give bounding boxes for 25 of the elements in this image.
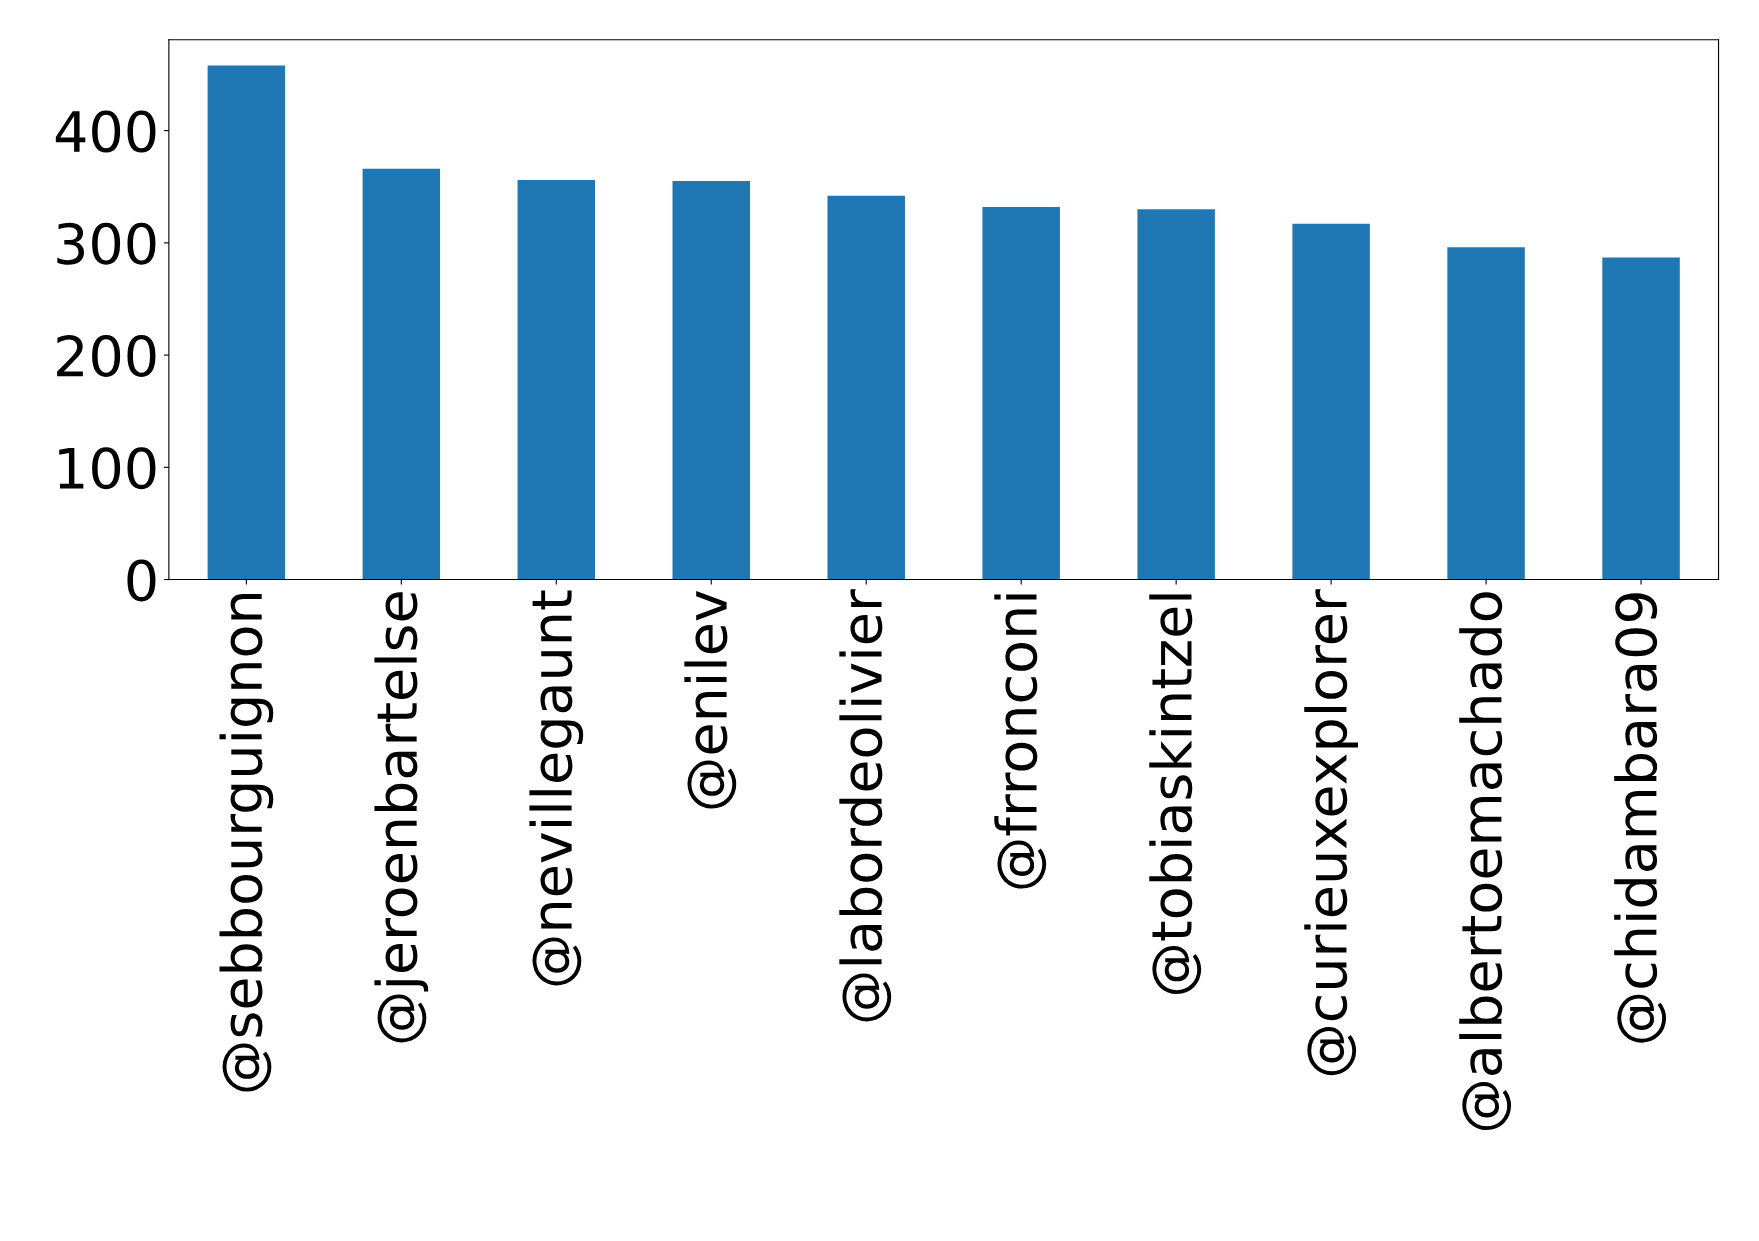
x-tick-label: @labordeolivier bbox=[839, 589, 892, 1022]
bar bbox=[1292, 223, 1370, 580]
x-tick-label: @nevillegaunt bbox=[529, 590, 584, 986]
bar bbox=[1602, 257, 1680, 580]
x-tick-label: @curieuxexplorer bbox=[1304, 589, 1359, 1076]
x-tick-label: @jeroenbartelse bbox=[374, 592, 429, 1043]
bar bbox=[982, 206, 1060, 580]
x-tick-label: @albertoemachado bbox=[1459, 592, 1512, 1131]
y-tick-label: 400 bbox=[55, 110, 156, 153]
x-tick-label: @frronconi bbox=[994, 594, 1047, 889]
x-tick-label: @enilev bbox=[684, 590, 737, 809]
bar bbox=[1137, 209, 1215, 580]
bar bbox=[517, 180, 596, 580]
bar bbox=[207, 65, 286, 580]
y-tick-label: 100 bbox=[59, 447, 156, 490]
x-tick-label: @chidambara09 bbox=[1614, 593, 1667, 1043]
x-tick-label: @tobiaskintzel bbox=[1149, 594, 1202, 994]
bar bbox=[672, 181, 750, 580]
bar bbox=[1447, 247, 1525, 580]
bar bbox=[827, 195, 905, 580]
y-tick-label: 200 bbox=[57, 334, 156, 377]
y-tick-label: 300 bbox=[57, 222, 156, 265]
y-tick-label: 0 bbox=[127, 559, 156, 602]
bar bbox=[362, 168, 441, 580]
x-tick-label: @sebbourguignon bbox=[219, 594, 274, 1092]
